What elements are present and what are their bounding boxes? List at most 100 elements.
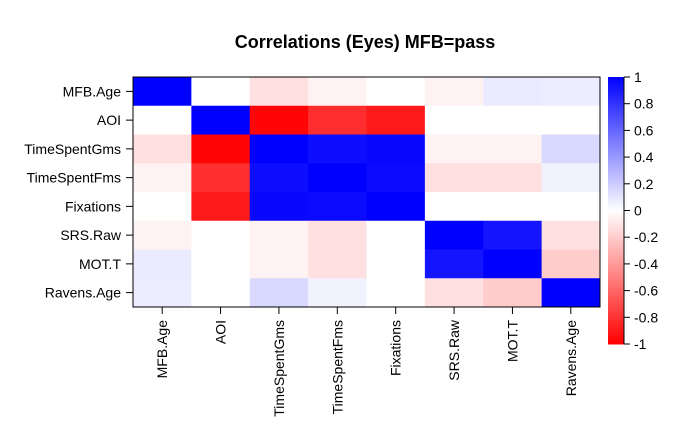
column-tick-label: Fixations: [388, 320, 404, 376]
heatmap-cell-MOT.T-TimeSpentFms: [308, 249, 367, 279]
heatmap-cell-AOI-AOI: [191, 105, 251, 135]
colorbar-tick-label: 1: [634, 69, 642, 85]
heatmap-cells: [133, 77, 601, 308]
heatmap-cell-Fixations-TimeSpentFms: [308, 192, 367, 222]
heatmap-cell-Fixations-SRS.Raw: [424, 192, 484, 222]
colorbar-segment: [608, 157, 624, 161]
colorbar-segment: [608, 215, 624, 220]
heatmap-cell-Ravens.Age-MFB.Age: [133, 278, 192, 308]
colorbar-tick-label: -0.4: [634, 256, 658, 272]
heatmap-cell-MFB.Age-TimeSpentGms: [249, 77, 309, 107]
colorbar-segment: [608, 143, 624, 147]
colorbar-segment: [608, 327, 624, 332]
heatmap-cell-TimeSpentGms-MOT.T: [483, 134, 543, 164]
colorbar-segment: [608, 303, 624, 308]
colorbar-tick-label: -0.2: [634, 229, 658, 245]
colorbar-segment: [608, 122, 624, 126]
heatmap-cell-TimeSpentGms-TimeSpentFms: [308, 134, 367, 164]
colorbar-segment: [608, 245, 624, 249]
colorbar-segment: [608, 231, 624, 236]
row-tick-label: MOT.T: [79, 256, 121, 272]
column-tick-label: SRS.Raw: [446, 319, 462, 381]
colorbar-segment: [608, 266, 624, 270]
colorbar-segment: [608, 314, 624, 318]
colorbar-segment: [608, 306, 624, 310]
row-tick-label: TimeSpentGms: [24, 141, 121, 157]
heatmap-cell-MFB.Age-MFB.Age: [133, 77, 192, 107]
heatmap-cell-MFB.Age-TimeSpentFms: [308, 77, 367, 107]
colorbar-segment: [608, 82, 624, 86]
colorbar-segment: [608, 223, 624, 228]
colorbar-segment: [608, 133, 624, 137]
colorbar-segment: [608, 95, 624, 99]
colorbar-segment: [608, 309, 624, 313]
chart-title: Correlations (Eyes) MFB=pass: [235, 32, 496, 52]
heatmap-cell-Fixations-TimeSpentGms: [249, 192, 309, 222]
colorbar-segment: [608, 138, 624, 142]
colorbar-segment: [608, 301, 624, 305]
colorbar-segment: [608, 218, 624, 222]
heatmap-cell-Ravens.Age-TimeSpentFms: [308, 278, 367, 308]
colorbar-tick-label: -0.6: [634, 283, 658, 299]
colorbar-segment: [608, 135, 624, 139]
row-tick-label: SRS.Raw: [60, 227, 122, 243]
colorbar-segment: [608, 285, 624, 289]
colorbar-segment: [608, 173, 624, 177]
colorbar-segment: [608, 255, 624, 260]
heatmap-cell-Ravens.Age-AOI: [191, 278, 251, 308]
heatmap-cell-TimeSpentGms-Ravens.Age: [541, 134, 601, 164]
colorbar-segment: [608, 191, 624, 195]
row-tick-label: MFB.Age: [63, 83, 122, 99]
colorbar-segment: [608, 117, 624, 121]
heatmap-cell-TimeSpentFms-Ravens.Age: [541, 163, 601, 193]
colorbar-segment: [608, 341, 624, 345]
colorbar-segment: [608, 151, 624, 155]
colorbar-segment: [608, 333, 624, 337]
colorbar-segment: [608, 338, 624, 342]
colorbar-segment: [608, 290, 624, 294]
colorbar-segment: [608, 103, 624, 107]
colorbar-segment: [608, 109, 624, 113]
row-tick-label: AOI: [97, 112, 121, 128]
colorbar-segment: [608, 159, 624, 163]
heatmap-cell-SRS.Raw-MFB.Age: [133, 220, 192, 250]
colorbar-segment: [608, 226, 624, 230]
colorbar-segment: [608, 194, 624, 198]
colorbar-tick-label: 0: [634, 203, 642, 219]
colorbar-segment: [608, 261, 624, 265]
column-tick-label: Ravens.Age: [563, 320, 579, 396]
colorbar-segment: [608, 183, 624, 187]
row-tick-label: TimeSpentFms: [27, 170, 121, 186]
colorbar-segment: [608, 239, 624, 244]
colorbar-segment: [608, 178, 624, 182]
colorbar-segment: [608, 213, 624, 217]
colorbar-segment: [608, 335, 624, 340]
colorbar-segment: [608, 170, 624, 174]
heatmap-cell-Fixations-AOI: [191, 192, 251, 222]
colorbar-segment: [608, 197, 624, 201]
color-legend: 1 0.8 0.6 0.4 0.2 0 -0.2 -0.4 -0.6 -0.8 -1: [608, 69, 658, 352]
colorbar-segment: [608, 319, 624, 324]
heatmap-cell-SRS.Raw-Ravens.Age: [541, 220, 601, 250]
heatmap-cell-MOT.T-TimeSpentGms: [249, 249, 309, 279]
heatmap-cell-Fixations-MOT.T: [483, 192, 543, 222]
heatmap-cell-Ravens.Age-MOT.T: [483, 278, 543, 308]
heatmap-cell-MFB.Age-Ravens.Age: [541, 77, 601, 107]
colorbar-segment: [608, 322, 624, 326]
colorbar-segment: [608, 205, 624, 209]
colorbar-segment: [608, 111, 624, 115]
heatmap-cell-TimeSpentFms-MFB.Age: [133, 163, 192, 193]
column-tick-label: AOI: [213, 320, 229, 344]
heatmap-cell-MOT.T-Ravens.Age: [541, 249, 601, 279]
heatmap-cell-TimeSpentGms-MFB.Age: [133, 134, 192, 164]
heatmap-cell-TimeSpentGms-AOI: [191, 134, 251, 164]
colorbar-segment: [608, 293, 624, 297]
colorbar-segment: [608, 287, 624, 292]
heatmap-cell-Ravens.Age-SRS.Raw: [424, 278, 484, 308]
heatmap-cell-MFB.Age-AOI: [191, 77, 251, 107]
colorbar-segment: [608, 330, 624, 334]
colorbar-segment: [608, 263, 624, 268]
heatmap-cell-MOT.T-MOT.T: [483, 249, 543, 279]
colorbar-segment: [608, 165, 624, 169]
heatmap-cell-Ravens.Age-TimeSpentGms: [249, 278, 309, 308]
